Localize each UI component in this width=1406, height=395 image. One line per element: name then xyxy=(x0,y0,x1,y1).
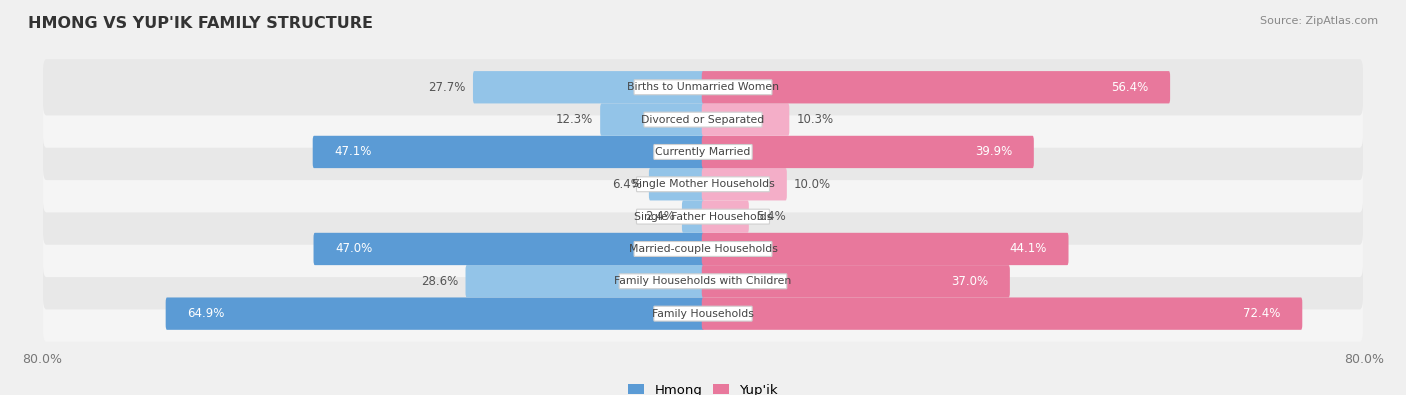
FancyBboxPatch shape xyxy=(702,233,1069,265)
FancyBboxPatch shape xyxy=(472,71,704,103)
FancyBboxPatch shape xyxy=(314,233,704,265)
FancyBboxPatch shape xyxy=(465,265,704,297)
FancyBboxPatch shape xyxy=(634,80,772,95)
Text: HMONG VS YUP'IK FAMILY STRUCTURE: HMONG VS YUP'IK FAMILY STRUCTURE xyxy=(28,16,373,31)
FancyBboxPatch shape xyxy=(634,241,772,256)
Text: 28.6%: 28.6% xyxy=(422,275,458,288)
FancyBboxPatch shape xyxy=(44,286,1362,342)
Text: 5.4%: 5.4% xyxy=(756,210,786,223)
FancyBboxPatch shape xyxy=(637,177,769,192)
Text: Currently Married: Currently Married xyxy=(655,147,751,157)
Text: 27.7%: 27.7% xyxy=(429,81,465,94)
Text: Source: ZipAtlas.com: Source: ZipAtlas.com xyxy=(1260,16,1378,26)
FancyBboxPatch shape xyxy=(44,188,1362,245)
FancyBboxPatch shape xyxy=(702,71,1170,103)
Text: Births to Unmarried Women: Births to Unmarried Women xyxy=(627,82,779,92)
FancyBboxPatch shape xyxy=(702,200,749,233)
FancyBboxPatch shape xyxy=(600,103,704,136)
FancyBboxPatch shape xyxy=(44,253,1362,309)
Text: Single Father Households: Single Father Households xyxy=(634,212,772,222)
FancyBboxPatch shape xyxy=(682,200,704,233)
FancyBboxPatch shape xyxy=(166,297,704,330)
Text: 2.4%: 2.4% xyxy=(645,210,675,223)
FancyBboxPatch shape xyxy=(654,306,752,321)
FancyBboxPatch shape xyxy=(312,136,704,168)
Text: 47.0%: 47.0% xyxy=(336,243,373,256)
Text: 64.9%: 64.9% xyxy=(187,307,225,320)
Text: 39.9%: 39.9% xyxy=(974,145,1012,158)
Text: Family Households with Children: Family Households with Children xyxy=(614,276,792,286)
FancyBboxPatch shape xyxy=(654,145,752,160)
FancyBboxPatch shape xyxy=(44,92,1362,148)
Text: Family Households: Family Households xyxy=(652,308,754,319)
FancyBboxPatch shape xyxy=(702,168,787,200)
FancyBboxPatch shape xyxy=(44,59,1362,115)
Text: 72.4%: 72.4% xyxy=(1243,307,1281,320)
FancyBboxPatch shape xyxy=(619,274,787,289)
Text: 10.3%: 10.3% xyxy=(796,113,834,126)
Text: Married-couple Households: Married-couple Households xyxy=(628,244,778,254)
Text: 47.1%: 47.1% xyxy=(335,145,373,158)
Text: 12.3%: 12.3% xyxy=(555,113,593,126)
Legend: Hmong, Yup'ik: Hmong, Yup'ik xyxy=(623,378,783,395)
FancyBboxPatch shape xyxy=(637,209,769,224)
FancyBboxPatch shape xyxy=(644,112,762,127)
Text: 6.4%: 6.4% xyxy=(612,178,643,191)
Text: 37.0%: 37.0% xyxy=(950,275,988,288)
Text: 56.4%: 56.4% xyxy=(1111,81,1149,94)
FancyBboxPatch shape xyxy=(702,265,1010,297)
FancyBboxPatch shape xyxy=(44,156,1362,213)
FancyBboxPatch shape xyxy=(702,103,789,136)
Text: Single Mother Households: Single Mother Households xyxy=(631,179,775,189)
FancyBboxPatch shape xyxy=(44,124,1362,180)
FancyBboxPatch shape xyxy=(702,136,1033,168)
Text: Divorced or Separated: Divorced or Separated xyxy=(641,115,765,124)
Text: 44.1%: 44.1% xyxy=(1010,243,1046,256)
FancyBboxPatch shape xyxy=(44,221,1362,277)
FancyBboxPatch shape xyxy=(702,297,1302,330)
FancyBboxPatch shape xyxy=(650,168,704,200)
Text: 10.0%: 10.0% xyxy=(794,178,831,191)
